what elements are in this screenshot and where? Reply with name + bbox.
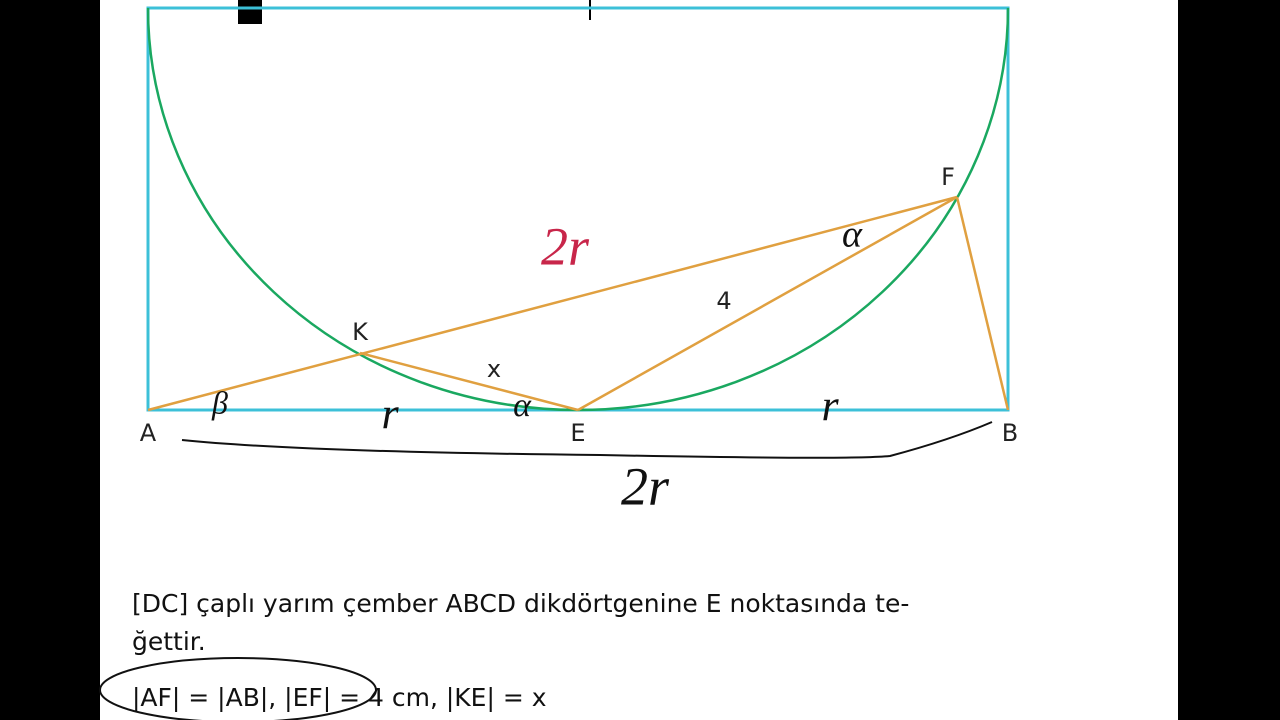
point-label: F bbox=[941, 163, 955, 191]
problem-text: |AF| = |AB|, |EF| = 4 cm, |KE| = x bbox=[132, 683, 547, 712]
annotation: r bbox=[381, 389, 399, 438]
segment-label: x bbox=[487, 355, 501, 383]
segment-ke bbox=[359, 351, 579, 412]
problem-text: [DC] çaplı yarım çember ABCD dikdörtgeni… bbox=[132, 589, 909, 618]
annotation: r bbox=[821, 381, 839, 430]
hand-brace bbox=[181, 421, 993, 459]
segment-ef bbox=[577, 195, 958, 412]
point-label: K bbox=[352, 318, 369, 346]
problem-text: ğettir. bbox=[132, 627, 206, 656]
annotation: 2r bbox=[621, 456, 670, 516]
segment-label: 4 bbox=[716, 287, 731, 315]
annotation: α bbox=[842, 214, 863, 256]
annotation: β bbox=[211, 384, 228, 420]
annotation: α bbox=[513, 387, 532, 424]
cursor-block bbox=[238, 0, 262, 24]
segment-fb bbox=[955, 196, 1010, 411]
point-label: E bbox=[570, 419, 585, 447]
point-label: A bbox=[140, 419, 157, 447]
hand-circle bbox=[99, 657, 377, 720]
point-label: B bbox=[1002, 419, 1018, 447]
annotation: 2r bbox=[541, 216, 590, 276]
segments bbox=[147, 195, 1010, 412]
segment-af bbox=[147, 195, 958, 412]
page bbox=[100, 0, 1178, 720]
